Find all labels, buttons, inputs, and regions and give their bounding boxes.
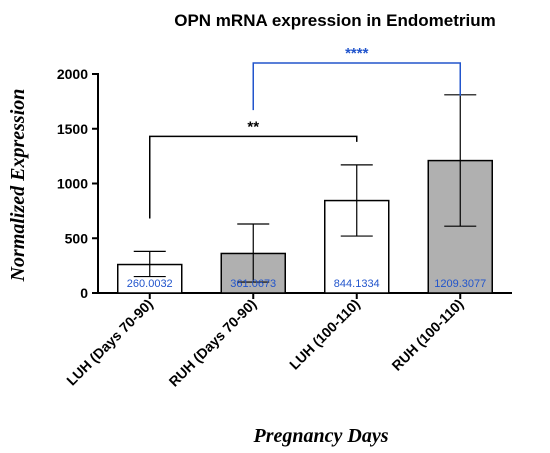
x-tick-label: RUH (Days 70-90)	[166, 296, 260, 390]
x-tick-label: LUH (100-110)	[286, 296, 363, 373]
bar-value-label: 260.0032	[127, 278, 173, 290]
x-tick-label: LUH (Days 70-90)	[63, 296, 156, 389]
significance-bracket	[149, 135, 358, 219]
significance-label: ****	[345, 45, 369, 62]
y-axis-label: Normalized Expression	[7, 89, 29, 283]
y-tick-label: 0	[80, 285, 88, 301]
plot-area: 0 500 1000 1500 2000 260.0032 LUH (Days 70-90)…	[57, 45, 512, 390]
bar-value-label: 1209.3077	[434, 278, 486, 290]
x-axis-label: Pregnancy Days	[253, 425, 389, 447]
y-tick-label: 500	[65, 230, 89, 246]
bar-value-label: 361.0673	[230, 278, 276, 290]
significance-bracket	[252, 62, 461, 111]
y-tick-label: 1000	[57, 176, 88, 192]
significance-label: **	[247, 118, 259, 135]
x-tick-label: RUH (100-110)	[388, 296, 466, 374]
y-tick-label: 2000	[57, 66, 88, 82]
chart-title: OPN mRNA expression in Endometrium	[174, 11, 495, 30]
bar-value-label: 844.1334	[334, 278, 380, 290]
y-tick-label: 1500	[57, 121, 88, 137]
